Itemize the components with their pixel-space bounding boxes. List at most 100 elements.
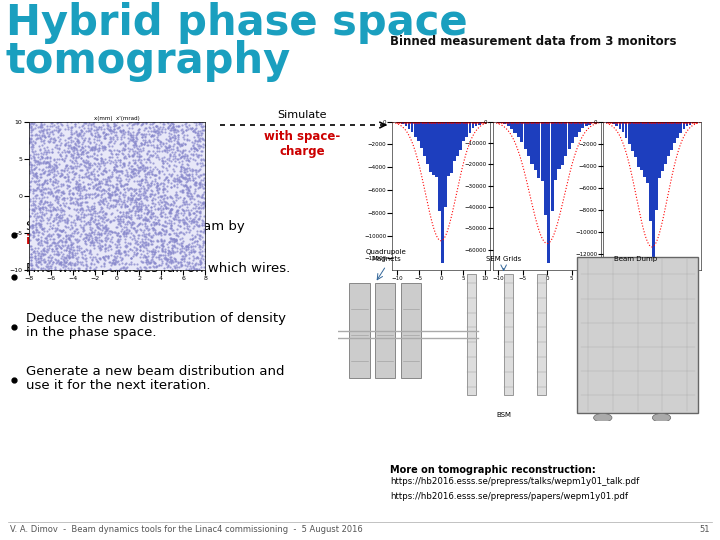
Point [182, 260, 194, 268]
Point [60, 258, 71, 266]
Point [142, 183, 153, 192]
Point [48, 163, 60, 171]
Point [60, 254, 72, 262]
Point [186, 215, 198, 224]
Point [41, 235, 53, 244]
Point [72, 253, 84, 262]
Point [147, 256, 158, 265]
Point [189, 144, 200, 152]
Point [76, 126, 87, 134]
Point [63, 233, 74, 242]
Point [161, 173, 173, 181]
Point [61, 219, 73, 227]
Point [148, 220, 160, 228]
Point [49, 205, 60, 213]
Point [100, 223, 112, 232]
Point [139, 194, 150, 202]
Point [80, 219, 91, 227]
Point [78, 237, 90, 246]
Point [42, 255, 53, 264]
Point [27, 222, 39, 231]
Point [93, 235, 104, 244]
Point [127, 140, 139, 149]
Point [63, 133, 75, 142]
Point [93, 179, 104, 188]
Point [107, 258, 119, 267]
Point [102, 246, 114, 254]
Point [187, 176, 199, 184]
Point [93, 230, 104, 239]
Point [103, 186, 114, 194]
Point [181, 215, 193, 224]
Point [129, 138, 140, 147]
Point [55, 179, 67, 188]
Point [127, 152, 139, 160]
Point [179, 215, 190, 224]
Point [67, 174, 78, 183]
Point [64, 195, 76, 204]
Point [48, 154, 60, 163]
Point [65, 143, 76, 151]
Point [119, 238, 130, 247]
Point [82, 234, 94, 243]
Point [89, 235, 101, 244]
Point [66, 123, 78, 132]
Point [78, 183, 89, 192]
Point [190, 180, 202, 189]
Point [131, 135, 143, 144]
Point [106, 191, 117, 199]
Point [63, 234, 75, 243]
Point [178, 251, 189, 260]
Point [58, 262, 69, 271]
Point [100, 130, 112, 138]
Point [50, 193, 61, 201]
Point [111, 241, 122, 249]
Point [154, 196, 166, 205]
Point [135, 176, 147, 184]
Point [131, 118, 143, 126]
Point [96, 261, 107, 270]
Point [81, 257, 92, 266]
Point [186, 171, 197, 180]
Point [159, 174, 171, 183]
Point [122, 217, 134, 225]
Point [55, 227, 67, 236]
Point [181, 159, 192, 168]
Point [177, 229, 189, 238]
Point [145, 219, 157, 228]
Point [34, 144, 45, 153]
Point [108, 127, 120, 136]
Point [102, 252, 114, 261]
Point [153, 169, 165, 178]
Point [104, 202, 115, 211]
Point [44, 157, 55, 165]
Point [123, 227, 135, 235]
Point [190, 211, 202, 219]
Bar [450, 122, 453, 173]
Point [61, 160, 73, 169]
Point [26, 119, 37, 127]
Point [165, 130, 176, 138]
Point [159, 191, 171, 200]
Point [168, 119, 179, 128]
Point [157, 204, 168, 212]
Point [191, 145, 202, 153]
Point [42, 163, 54, 172]
Point [87, 209, 99, 218]
Point [167, 226, 179, 234]
Point [186, 219, 197, 227]
Point [84, 206, 95, 214]
Point [96, 217, 108, 226]
Point [101, 168, 112, 177]
Point [147, 226, 158, 234]
Point [135, 202, 147, 211]
Point [162, 200, 174, 208]
Point [114, 231, 126, 240]
Point [63, 182, 75, 191]
Point [84, 216, 96, 225]
Point [55, 125, 66, 134]
Point [186, 246, 197, 255]
Point [55, 236, 67, 245]
Point [150, 219, 161, 227]
Point [189, 233, 201, 242]
